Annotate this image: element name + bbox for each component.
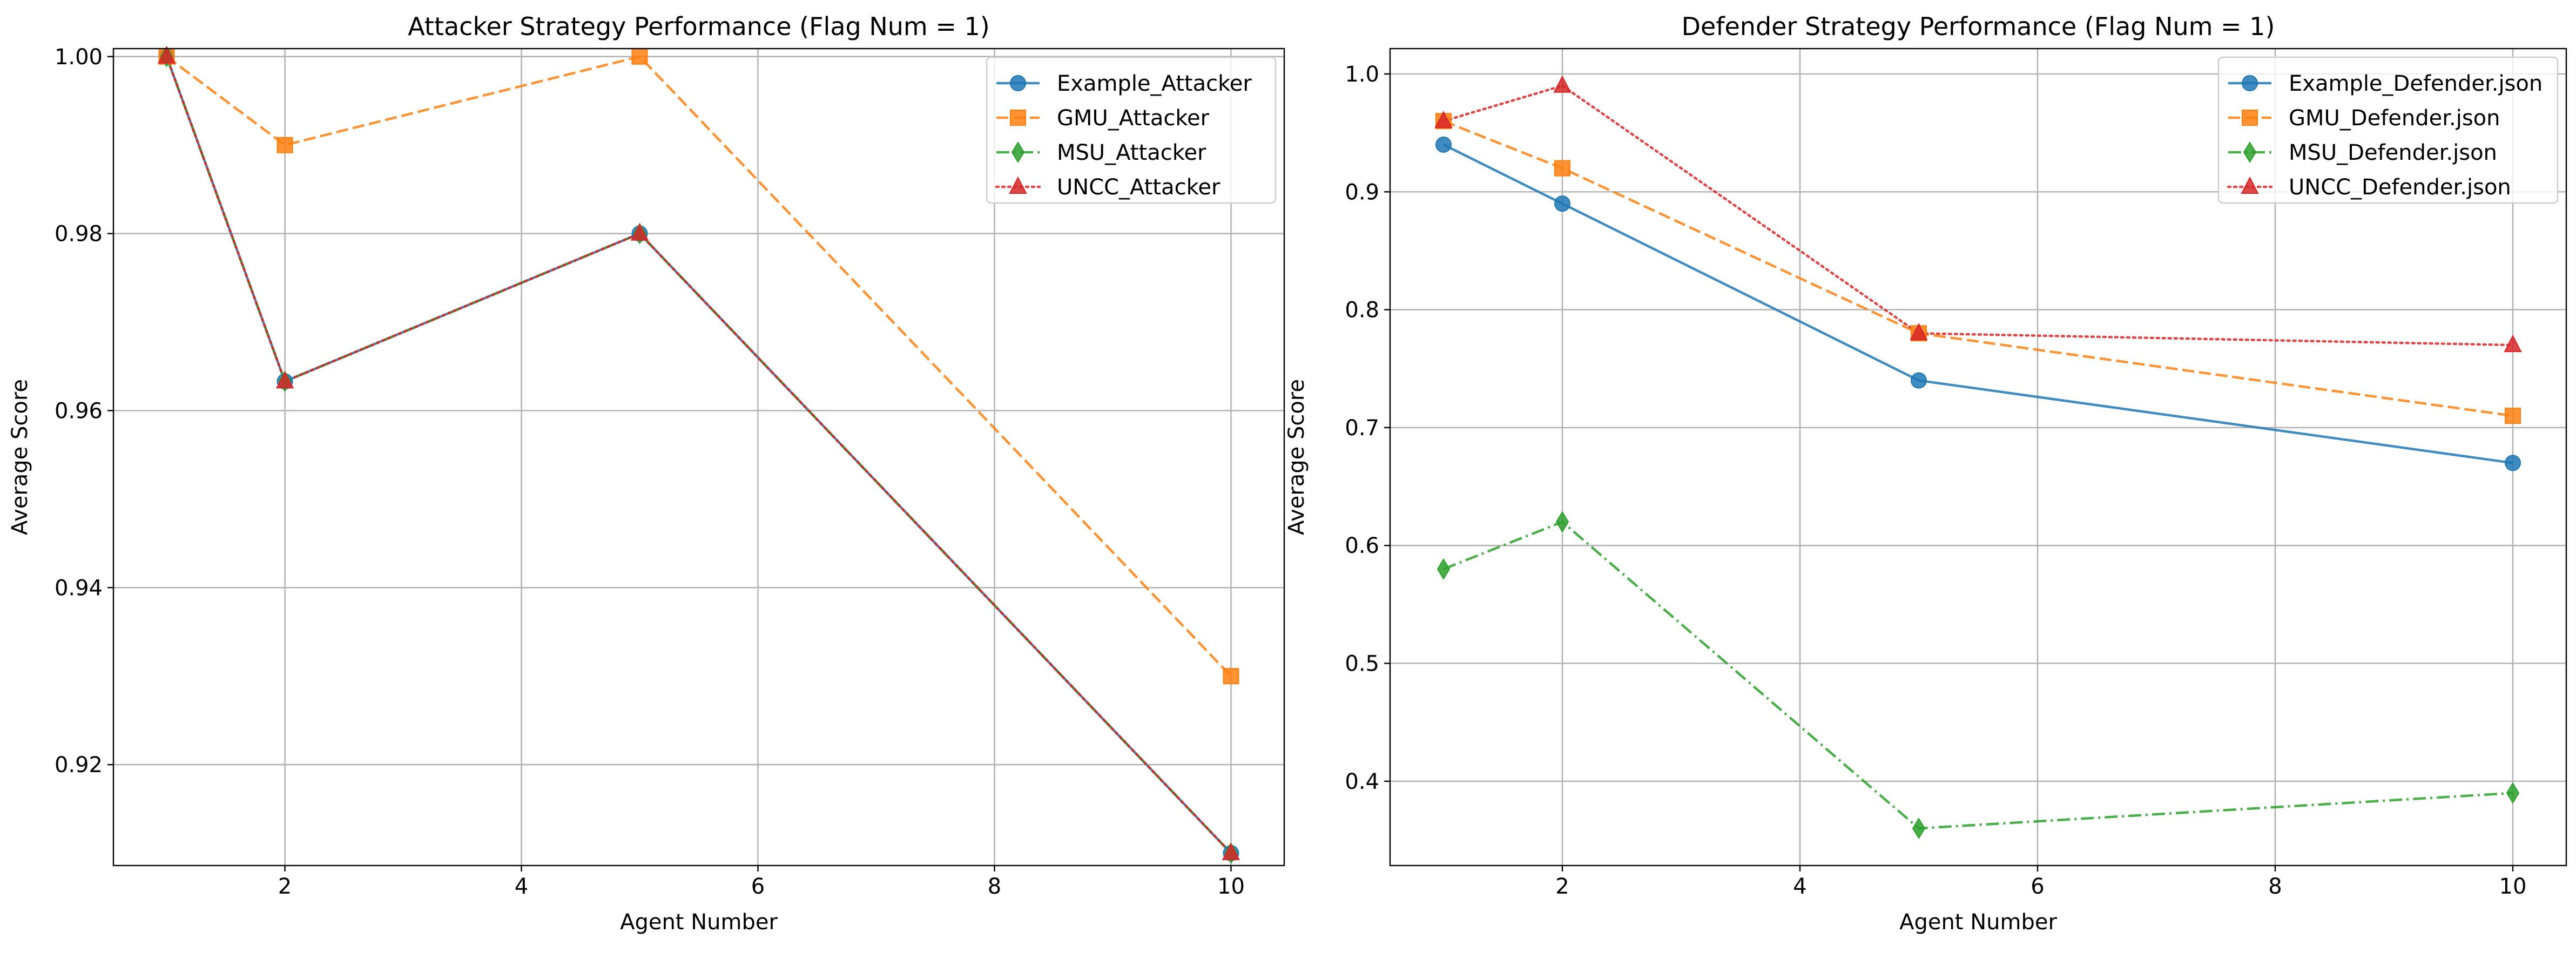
data-point	[1910, 323, 1928, 341]
legend-marker-swatch	[1011, 141, 1025, 163]
data-point	[1437, 558, 1451, 580]
y-axis-label: Average Score	[1284, 379, 1309, 535]
legend-box	[2217, 56, 2559, 204]
legend-box	[986, 56, 1277, 204]
data-point	[630, 223, 649, 241]
data-point	[2504, 334, 2522, 353]
x-tick-label: 10	[2499, 874, 2527, 899]
data-point	[157, 46, 176, 64]
y-tick-label: 1.0	[1345, 62, 1379, 87]
legend-label: MSU_Defender.json	[2289, 140, 2497, 165]
y-tick-label: 0.6	[1345, 533, 1379, 558]
legend-marker-swatch	[2242, 75, 2258, 91]
data-point	[631, 48, 648, 65]
series-line-uncc-defender-json	[1442, 84, 2514, 347]
y-tick-label: 0.92	[55, 753, 103, 778]
x-tick-label: 2	[1555, 874, 1569, 899]
y-tick-label: 0.8	[1345, 298, 1379, 323]
series-line-msu-defender-json	[1443, 521, 2513, 830]
data-point	[1434, 111, 1453, 129]
data-point	[2505, 455, 2521, 471]
x-axis-label: Agent Number	[620, 910, 778, 935]
data-point	[1912, 817, 1926, 840]
data-point	[275, 371, 294, 389]
y-tick-label: 0.94	[55, 576, 103, 600]
x-tick-label: 10	[1217, 874, 1245, 899]
legend-label: GMU_Defender.json	[2289, 106, 2500, 131]
legend-marker-swatch	[1010, 75, 1026, 91]
series-line-uncc-attacker	[165, 55, 1232, 855]
x-tick-label: 4	[1793, 874, 1806, 899]
y-tick-label: 0.98	[55, 222, 103, 247]
data-point	[1555, 511, 1569, 533]
data-point	[1554, 160, 1570, 177]
legend-marker-swatch	[2242, 110, 2258, 126]
chart-attacker: 2 4 6 8 10 0.92 0.94 0.96 0.98 1.00 Attacker Strat…	[8, 12, 1285, 935]
data-point	[2506, 782, 2520, 804]
data-point	[2505, 408, 2521, 424]
data-point	[1223, 668, 1239, 685]
series-line-example-defender-json	[1442, 143, 2513, 464]
series-line-gmu-attacker	[166, 55, 1232, 677]
x-tick-label: 8	[988, 874, 1001, 899]
x-tick-label: 6	[751, 874, 765, 899]
y-tick-label: 0.9	[1345, 180, 1379, 205]
y-tick-label: 0.7	[1345, 416, 1379, 441]
legend-label: Example_Attacker	[1057, 71, 1252, 96]
x-tick-label: 4	[515, 874, 528, 899]
data-point	[1911, 372, 1927, 389]
y-tick-label: 1.00	[55, 45, 103, 70]
data-point	[1554, 195, 1570, 212]
x-axis-label: Agent Number	[1899, 910, 2057, 935]
legend-label: GMU_Attacker	[1057, 106, 1210, 131]
data-point	[1435, 136, 1452, 153]
x-tick-label: 8	[2268, 874, 2282, 899]
legend-label: Example_Defender.json	[2289, 71, 2543, 96]
legend-label: MSU_Attacker	[1057, 140, 1206, 165]
data-point	[1222, 842, 1240, 861]
chart-title: Attacker Strategy Performance (Flag Num …	[408, 12, 989, 41]
legend-marker-swatch	[2241, 176, 2259, 194]
axes-frame	[112, 48, 1285, 867]
x-tick-label: 2	[278, 874, 292, 899]
legend: Example_Attacker GMU_Attacker MSU_Attacker…	[986, 56, 1277, 204]
y-tick-label: 0.4	[1345, 769, 1379, 794]
chart-defender: 2 4 6 8 10 0.4 0.5 0.6 0.7 0.8 0.9 1.0 Defender Stra…	[1284, 12, 2567, 935]
y-tick-label: 0.5	[1345, 652, 1379, 677]
y-axis-label: Average Score	[8, 379, 32, 535]
x-tick-label: 6	[2031, 874, 2044, 899]
data-point	[1553, 75, 1572, 93]
legend-label: UNCC_Defender.json	[2289, 175, 2511, 200]
legend-marker-swatch	[1010, 110, 1026, 126]
axes-frame	[1389, 48, 2567, 867]
legend: Example_Defender.json GMU_Defender.json MS…	[2217, 56, 2559, 204]
legend-marker-swatch	[2243, 141, 2257, 163]
series-line-gmu-defender-json	[1443, 120, 2513, 417]
legend-marker-swatch	[1009, 176, 1027, 194]
legend-label: UNCC_Attacker	[1057, 175, 1220, 200]
chart-title: Defender Strategy Performance (Flag Num …	[1682, 12, 2275, 41]
data-point	[277, 137, 293, 153]
y-tick-label: 0.96	[55, 398, 103, 423]
